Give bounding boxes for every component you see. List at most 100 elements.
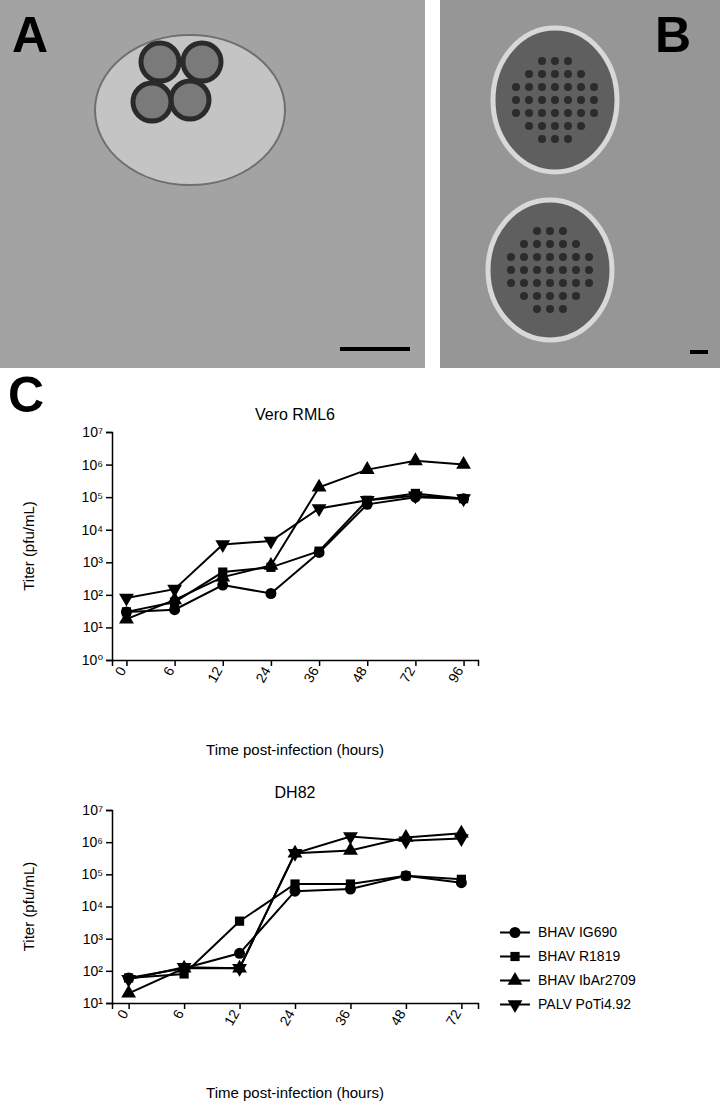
tick: 0: [114, 1003, 132, 1021]
tick: 12: [204, 660, 226, 685]
plot-area: [119, 452, 471, 623]
virion: [559, 240, 567, 248]
marker: [360, 461, 375, 474]
tick-mark: [106, 562, 112, 564]
tick-label: 24: [276, 1007, 298, 1029]
virion: [533, 279, 541, 287]
tick-mark: [106, 938, 112, 940]
tick: 48: [348, 660, 370, 685]
panel-a: A: [0, 0, 425, 368]
series-line: [126, 493, 463, 611]
tick-mark: [106, 971, 112, 973]
virion: [520, 279, 528, 287]
tick-label: 10³: [83, 554, 104, 570]
micrograph: [0, 0, 425, 368]
virion: [546, 305, 554, 313]
marker: [314, 547, 325, 558]
virion: [559, 279, 567, 287]
virion: [546, 227, 554, 235]
vacuole: [493, 28, 617, 172]
tick-mark: [239, 1003, 241, 1009]
tick-mark: [106, 906, 112, 908]
tick-label: 6: [169, 1007, 187, 1022]
legend: BHAV IG690BHAV R1819BHAV IbAr2709PALV Po…: [500, 924, 636, 1013]
tick-mark: [223, 660, 225, 666]
tick: 0: [112, 660, 130, 678]
virion: [520, 292, 528, 300]
tick: 10⁴: [81, 522, 112, 538]
marker: [265, 588, 276, 599]
marker: [408, 452, 423, 465]
marker: [234, 948, 245, 959]
marker: [121, 975, 136, 988]
virion: [572, 266, 580, 274]
panel-label: A: [12, 7, 48, 63]
tick-mark: [174, 660, 176, 666]
panel-label: C: [8, 367, 44, 423]
virion: [520, 240, 528, 248]
tick-label: 10⁴: [81, 522, 103, 538]
tick-label: 96: [445, 664, 467, 686]
vesicle: [95, 35, 285, 185]
virion: [538, 83, 546, 91]
virion: [546, 240, 554, 248]
tick-mark: [350, 1003, 352, 1009]
marker: [400, 870, 411, 881]
series-line: [129, 876, 462, 978]
virion: [551, 70, 559, 78]
marker: [360, 496, 375, 509]
axis-line: [113, 661, 479, 667]
tick: 48: [387, 1003, 409, 1028]
x-axis-title: Time post-infection (hours): [206, 1084, 384, 1101]
virion: [533, 253, 541, 261]
virion: [585, 266, 593, 274]
virion: [183, 43, 221, 81]
tick-mark: [184, 1003, 186, 1009]
virion: [525, 96, 533, 104]
vacuole: [488, 200, 612, 340]
y-axis-title: Titer (pfu/mL): [20, 862, 37, 951]
legend-marker: [508, 972, 523, 985]
chart-title: DH82: [275, 784, 316, 801]
virion: [564, 135, 572, 143]
x-axis: 06122436487296: [112, 660, 479, 685]
virion: [538, 122, 546, 130]
virion: [572, 292, 580, 300]
virion: [507, 253, 515, 261]
marker: [215, 569, 230, 582]
marker: [401, 871, 410, 880]
virion: [525, 109, 533, 117]
series-line: [129, 837, 462, 980]
tick-label: 10³: [83, 931, 104, 947]
line-chart: DH8210¹10²10³10⁴10⁵10⁶10⁷061224364872Tim…: [20, 784, 636, 1101]
tick-label: 10⁵: [82, 866, 103, 882]
tick-label: 6: [160, 664, 178, 679]
virion: [551, 96, 559, 104]
series-line: [126, 461, 463, 619]
marker: [119, 594, 134, 607]
virion: [546, 266, 554, 274]
tick-mark: [106, 874, 112, 876]
virion: [533, 292, 541, 300]
tick: 10¹: [83, 995, 112, 1011]
tick: 12: [221, 1003, 243, 1028]
tick: 24: [276, 1003, 298, 1028]
marker: [457, 875, 466, 884]
series-line: [126, 497, 463, 612]
tick-mark: [106, 810, 112, 812]
virion: [551, 122, 559, 130]
virion: [538, 70, 546, 78]
tick-mark: [106, 432, 112, 434]
virion: [559, 305, 567, 313]
plot-area: [121, 825, 469, 998]
tick-label: 36: [332, 1007, 354, 1029]
legend-label: BHAV R1819: [538, 948, 620, 964]
virion: [564, 83, 572, 91]
virion: [525, 83, 533, 91]
tick-label: 10⁷: [82, 424, 103, 440]
marker: [312, 479, 327, 492]
marker: [264, 537, 279, 550]
tick-mark: [463, 660, 465, 666]
virion: [551, 57, 559, 65]
tick: 10⁶: [82, 457, 112, 473]
